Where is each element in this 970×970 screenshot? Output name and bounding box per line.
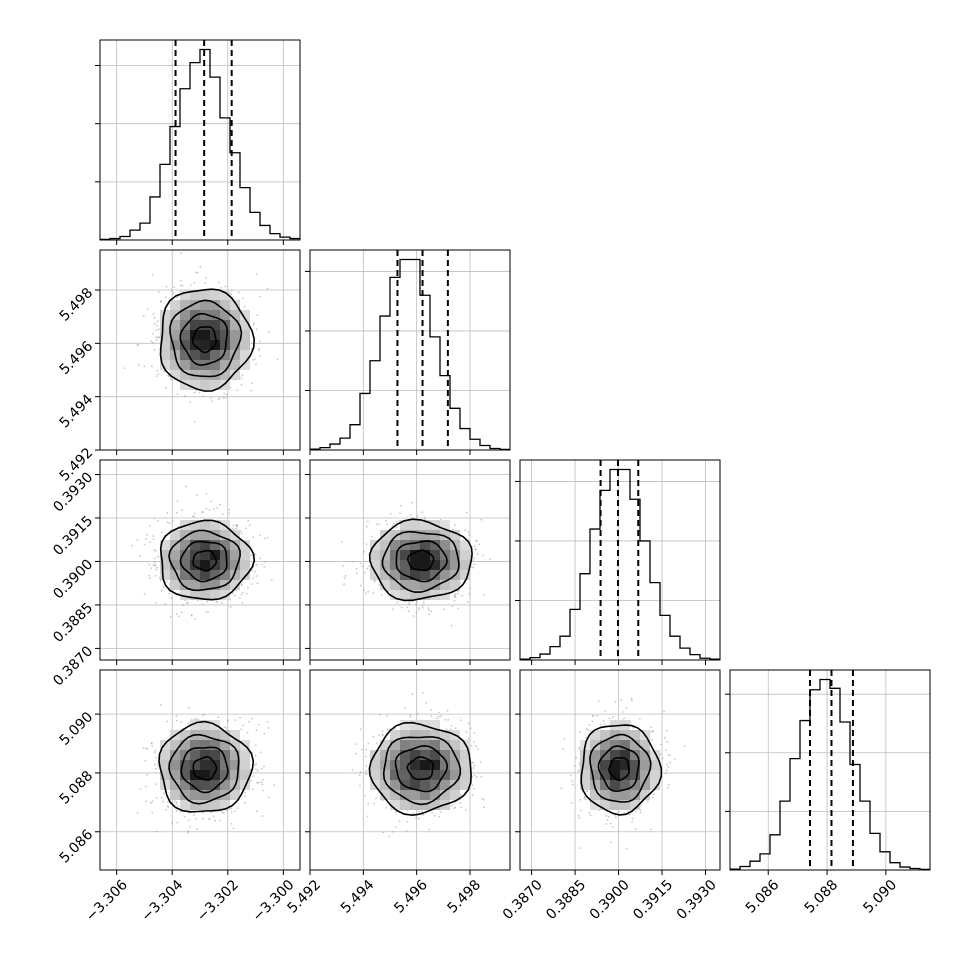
contour-level-2 [395, 540, 448, 583]
panel-frame [309, 669, 511, 871]
contour-level-3 [406, 549, 435, 572]
x-tick-label: 0.3885 [543, 877, 589, 923]
contour-level-1 [382, 736, 462, 806]
panel-frame [99, 669, 301, 871]
y-tick-label: 5.090 [57, 709, 97, 749]
contour-level-0 [159, 288, 256, 392]
panel-frame [99, 39, 301, 241]
contour-level-1 [168, 733, 240, 805]
x-tick-label: 5.086 [743, 877, 783, 917]
panel-0-0 [95, 39, 301, 245]
histogram-3 [730, 678, 930, 870]
y-tick-label: 0.3885 [50, 600, 96, 646]
y-tick-label: 5.496 [57, 338, 97, 378]
density-heatmap [160, 720, 250, 810]
contour-level-3 [192, 756, 218, 781]
panel-frame [309, 249, 511, 451]
y-tick-label: 0.3870 [50, 643, 96, 689]
contour-level-3 [191, 326, 217, 354]
panel-frame [99, 249, 301, 451]
x-tick-label: 0.3930 [674, 877, 720, 923]
contour-level-1 [169, 299, 243, 378]
x-tick-label: 5.498 [445, 877, 485, 917]
x-tick-label: 0.3915 [630, 877, 676, 923]
panel-1-1 [305, 249, 511, 455]
contour-level-0 [368, 721, 472, 817]
panel-frame [729, 669, 931, 871]
panel-frame [309, 459, 511, 661]
y-tick-label: 5.494 [57, 392, 97, 432]
contour-level-3 [192, 549, 218, 572]
contour-level-2 [180, 746, 229, 794]
panel-3-3: 5.086 5.088 5.090 [725, 669, 931, 917]
contour-level-1 [381, 530, 460, 593]
histogram-0 [100, 48, 300, 240]
contour-level-3 [406, 756, 435, 781]
y-tick-label: 5.498 [57, 285, 97, 325]
contour-level-2 [597, 745, 640, 793]
density-heatmap [370, 520, 470, 600]
contour-level-0 [580, 724, 663, 816]
contour-level-2 [394, 744, 449, 793]
x-tick-label: −3.306 [83, 877, 131, 925]
panel-3-1: 5.492 5.494 5.496 5.498 [285, 669, 511, 917]
contour-level-2 [179, 312, 229, 366]
contour-level-1 [589, 733, 652, 803]
contour-level-0 [368, 518, 473, 602]
panel-frame [519, 669, 721, 871]
x-tick-label: 5.494 [338, 877, 378, 917]
y-tick-label: 0.3915 [50, 513, 96, 559]
panel-frame [519, 459, 721, 661]
x-tick-label: 5.088 [802, 877, 842, 917]
x-tick-label: −3.302 [194, 877, 242, 925]
panel-2-1 [305, 459, 511, 665]
contour-level-3 [608, 757, 630, 782]
x-tick-label: 5.496 [391, 877, 431, 917]
x-tick-label: 0.3870 [500, 877, 546, 923]
panel-frame [99, 459, 301, 661]
x-tick-label: −3.304 [138, 877, 186, 925]
contour-level-1 [168, 529, 241, 592]
panel-2-2 [515, 459, 721, 665]
histogram-2 [520, 468, 720, 660]
contour-level-2 [179, 540, 228, 583]
contour-level-0 [159, 519, 256, 601]
y-tick-label: 5.088 [57, 768, 97, 808]
x-tick-label: 0.3900 [587, 877, 633, 923]
x-tick-label: 5.090 [860, 877, 900, 917]
y-tick-label: 5.086 [57, 827, 97, 867]
histogram-1 [310, 258, 510, 450]
y-tick-label: 0.3900 [50, 556, 96, 602]
contour-level-0 [158, 720, 255, 813]
